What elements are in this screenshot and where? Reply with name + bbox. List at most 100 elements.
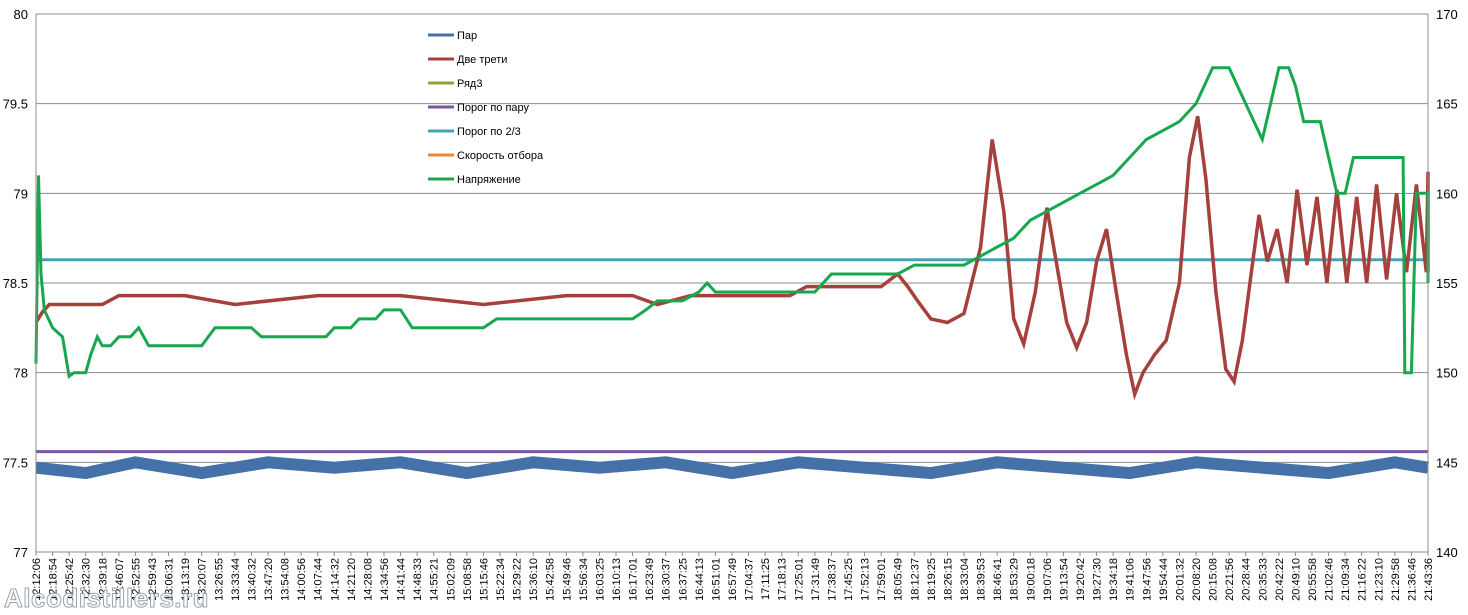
x-tick-label: 17:31:49 bbox=[810, 558, 822, 601]
left-tick-label: 79.5 bbox=[3, 97, 28, 112]
series-line bbox=[35, 456, 1429, 480]
x-tick-label: 13:33:44 bbox=[230, 558, 242, 601]
legend-label: Порог по пару bbox=[457, 102, 530, 114]
x-tick-label: 15:15:46 bbox=[478, 558, 490, 601]
x-tick-label: 16:44:13 bbox=[694, 558, 706, 601]
x-tick-label: 16:23:49 bbox=[644, 558, 656, 601]
x-tick-label: 20:49:10 bbox=[1290, 558, 1302, 601]
x-tick-label: 17:18:13 bbox=[777, 558, 789, 601]
x-tick-label: 19:20:42 bbox=[1075, 558, 1087, 601]
x-tick-label: 19:47:56 bbox=[1141, 558, 1153, 601]
legend-label: Ряд3 bbox=[457, 78, 482, 90]
legend-label: Пар bbox=[457, 30, 477, 42]
x-tick-label: 21:23:10 bbox=[1373, 558, 1385, 601]
right-tick-label: 170 bbox=[1436, 7, 1458, 22]
x-tick-label: 18:19:25 bbox=[926, 558, 938, 601]
left-tick-label: 77.5 bbox=[3, 455, 28, 470]
watermark: Alcodistillers.ru bbox=[4, 583, 209, 613]
x-tick-label: 17:11:25 bbox=[760, 558, 772, 600]
left-tick-label: 77 bbox=[14, 545, 28, 560]
x-tick-label: 15:56:34 bbox=[578, 558, 590, 601]
x-tick-label: 12:12:06 bbox=[31, 558, 43, 601]
x-tick-label: 12:52:55 bbox=[130, 558, 142, 601]
x-tick-label: 14:28:08 bbox=[362, 558, 374, 601]
x-tick-label: 21:16:22 bbox=[1357, 558, 1369, 601]
x-tick-label: 18:53:29 bbox=[1009, 558, 1021, 601]
x-tick-label: 17:52:13 bbox=[860, 558, 872, 601]
x-tick-label: 19:07:06 bbox=[1042, 558, 1054, 601]
x-tick-label: 20:01:32 bbox=[1174, 558, 1186, 601]
x-tick-label: 18:05:49 bbox=[893, 558, 905, 601]
x-tick-label: 18:39:53 bbox=[976, 558, 988, 601]
x-tick-label: 20:35:33 bbox=[1257, 558, 1269, 601]
x-tick-label: 16:03:25 bbox=[594, 558, 606, 601]
left-tick-label: 78.5 bbox=[3, 276, 28, 291]
x-tick-label: 21:29:58 bbox=[1390, 558, 1402, 601]
x-tick-label: 12:25:42 bbox=[64, 558, 76, 601]
x-tick-label: 12:39:18 bbox=[97, 558, 109, 601]
right-tick-label: 140 bbox=[1436, 545, 1458, 560]
x-tick-label: 12:18:54 bbox=[48, 558, 60, 601]
x-tick-label: 17:45:25 bbox=[843, 558, 855, 601]
x-tick-label: 19:13:54 bbox=[1058, 558, 1070, 601]
right-axis-ticks: 140 145 150 155 160 165 170 bbox=[1436, 7, 1458, 560]
x-axis-ticks: 12:12:06 12:18:54 12:25:42 12:32:30 12:39:18… bbox=[31, 552, 1435, 601]
x-tick-label: 16:51:01 bbox=[710, 558, 722, 601]
series-line bbox=[34, 66, 1430, 379]
x-tick-label: 12:46:07 bbox=[114, 558, 126, 601]
x-tick-label: 14:00:56 bbox=[296, 558, 308, 601]
right-tick-label: 155 bbox=[1436, 276, 1458, 291]
x-tick-label: 20:21:56 bbox=[1224, 558, 1236, 601]
x-tick-label: 14:21:20 bbox=[346, 558, 358, 601]
x-tick-label: 13:26:55 bbox=[213, 558, 225, 601]
right-tick-label: 145 bbox=[1436, 455, 1458, 470]
x-tick-label: 15:36:10 bbox=[528, 558, 540, 601]
x-tick-label: 18:26:15 bbox=[942, 558, 954, 601]
x-tick-label: 14:34:56 bbox=[379, 558, 391, 601]
x-tick-label: 17:59:01 bbox=[876, 558, 888, 601]
x-tick-label: 20:55:58 bbox=[1307, 558, 1319, 601]
x-tick-label: 19:41:06 bbox=[1125, 558, 1137, 601]
x-tick-label: 12:32:30 bbox=[81, 558, 93, 601]
x-tick-label: 19:00:18 bbox=[1025, 558, 1037, 601]
x-tick-label: 15:22:34 bbox=[495, 558, 507, 601]
x-tick-label: 13:06:31 bbox=[164, 558, 176, 601]
x-tick-label: 13:13:19 bbox=[180, 558, 192, 601]
left-axis-ticks: 77 77.5 78 78.5 79 79.5 80 bbox=[3, 7, 28, 560]
x-tick-label: 13:54:08 bbox=[280, 558, 292, 601]
right-tick-label: 160 bbox=[1436, 186, 1458, 201]
x-tick-label: 21:36:46 bbox=[1406, 558, 1418, 601]
x-tick-label: 14:41:44 bbox=[396, 558, 408, 601]
x-tick-label: 16:57:49 bbox=[727, 558, 739, 601]
x-tick-label: 13:20:07 bbox=[197, 558, 209, 601]
x-tick-label: 14:55:21 bbox=[429, 558, 441, 601]
left-tick-label: 80 bbox=[14, 7, 28, 22]
legend-label: Напряжение bbox=[457, 174, 521, 186]
x-tick-label: 19:34:18 bbox=[1108, 558, 1120, 601]
x-tick-label: 19:27:30 bbox=[1092, 558, 1104, 601]
x-tick-label: 16:17:01 bbox=[628, 558, 640, 601]
legend-label: Скорость отбора bbox=[457, 150, 544, 162]
x-tick-label: 17:04:37 bbox=[744, 558, 756, 601]
x-tick-label: 20:42:22 bbox=[1274, 558, 1286, 601]
right-tick-label: 165 bbox=[1436, 97, 1458, 112]
left-tick-label: 79 bbox=[14, 186, 28, 201]
x-tick-label: 14:14:32 bbox=[329, 558, 341, 601]
x-tick-label: 16:30:37 bbox=[661, 558, 673, 601]
right-tick-label: 150 bbox=[1436, 366, 1458, 381]
x-tick-label: 20:28:44 bbox=[1241, 558, 1253, 601]
series-line bbox=[34, 115, 1430, 401]
x-tick-label: 13:47:20 bbox=[263, 558, 275, 601]
x-tick-label: 17:38:37 bbox=[826, 558, 838, 601]
x-tick-label: 18:33:04 bbox=[959, 558, 971, 601]
x-tick-label: 21:43:36 bbox=[1423, 558, 1435, 601]
x-tick-label: 17:25:01 bbox=[793, 558, 805, 601]
x-tick-label: 16:10:13 bbox=[611, 558, 623, 601]
x-tick-label: 15:02:09 bbox=[445, 558, 457, 601]
series-layer bbox=[34, 66, 1430, 480]
x-tick-label: 20:15:08 bbox=[1208, 558, 1220, 601]
legend-label: Две трети bbox=[457, 54, 507, 66]
x-tick-label: 19:54:44 bbox=[1158, 558, 1170, 601]
legend: Пар Две трети Ряд3 Порог по пару Порог по 2/… bbox=[428, 30, 544, 186]
